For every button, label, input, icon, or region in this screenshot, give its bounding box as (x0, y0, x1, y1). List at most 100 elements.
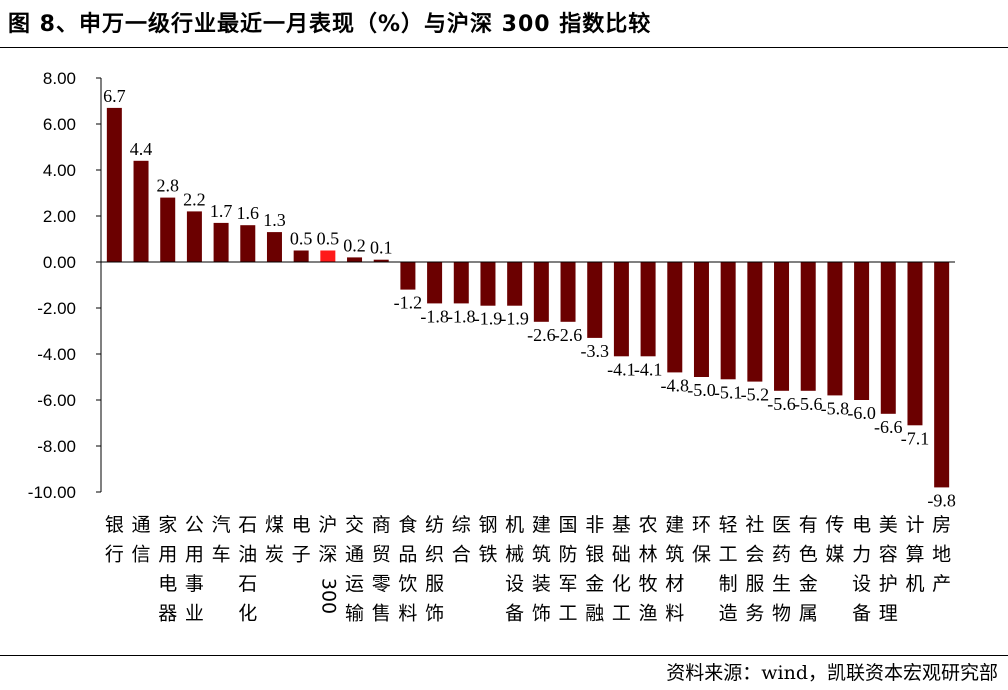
category-label-text: 煤 (265, 514, 284, 536)
category-label-text: 商 (372, 514, 391, 536)
category-label-text: 行 (105, 544, 124, 566)
bar (453, 262, 469, 304)
category-label-text: 炭 (265, 544, 284, 566)
y-tick-label: -10.00 (28, 483, 76, 502)
data-label: -5.0 (687, 380, 716, 400)
data-label: -4.1 (607, 359, 636, 379)
category-label-text: 建 (665, 514, 684, 536)
data-label: -1.9 (474, 309, 503, 329)
category-label-text: 理 (879, 603, 898, 625)
category-label-text: 会 (745, 544, 764, 566)
bar (293, 250, 309, 262)
category-label: 银行 (105, 514, 124, 566)
category-label-text: 交 (345, 514, 364, 536)
category-label-text: 食 (398, 514, 417, 536)
category-label-text: 油 (238, 544, 257, 566)
y-tick-label: -4.00 (37, 345, 76, 364)
category-label-text: 医 (772, 514, 791, 536)
category-label-text: 料 (398, 603, 417, 625)
category-label-text: 业 (185, 603, 204, 625)
data-label: 2.2 (183, 189, 206, 209)
category-label-text: 通 (132, 514, 151, 536)
category-label: 计算机 (905, 514, 924, 595)
category-label: 传媒 (825, 514, 844, 566)
data-label: -2.6 (527, 325, 556, 345)
category-label-text: 服 (425, 573, 444, 595)
category-label-text: 子 (292, 544, 311, 566)
title-rule (0, 47, 1008, 48)
category-label-text: 牧 (639, 573, 658, 595)
category-label: 环保 (692, 514, 711, 566)
category-label-text: 化 (612, 573, 631, 595)
category-label-text: 物 (772, 603, 791, 625)
category-label-text: 计 (905, 514, 924, 536)
category-label-text: 金 (585, 573, 604, 595)
category-label-text: 房 (932, 514, 951, 536)
category-label-text: 织 (425, 544, 444, 566)
category-label-text: 备 (852, 603, 871, 625)
data-label: 4.4 (130, 139, 153, 159)
bar (240, 225, 256, 262)
data-label: -1.2 (394, 293, 423, 313)
bar (427, 262, 443, 304)
data-label: -5.2 (741, 385, 770, 405)
bar (827, 262, 843, 396)
bar (266, 232, 282, 262)
category-label-text: 轻 (719, 514, 738, 536)
source-note: 资料来源：wind，凯联资本宏观研究部 (666, 662, 998, 684)
bar (854, 262, 870, 400)
category-label-text: 保 (692, 544, 711, 566)
data-label: 1.6 (237, 203, 260, 223)
category-label-text: 石 (238, 573, 257, 595)
category-label: 沪深 300 (317, 514, 339, 614)
category-label: 钢铁 (478, 514, 497, 566)
category-label-text: 用 (185, 544, 204, 566)
category-label-text: 设 (852, 573, 871, 595)
category-label-text: 环 (692, 514, 711, 536)
category-label-text: 造 (719, 603, 738, 625)
data-label: 0.5 (290, 229, 313, 249)
category-label-text: 银 (105, 514, 124, 536)
bar (507, 262, 523, 306)
category-label-text: 药 (772, 544, 791, 566)
category-label-text: 传 (825, 514, 844, 536)
y-tick-label: -8.00 (37, 437, 76, 456)
data-label: -9.8 (927, 490, 956, 510)
category-label-text: 车 (212, 544, 231, 566)
category-label-text: 综 (452, 514, 471, 536)
bar (186, 211, 202, 262)
bar (133, 160, 149, 262)
bar (693, 262, 709, 377)
data-label: -5.8 (821, 398, 850, 418)
category-label-text: 电 (158, 573, 177, 595)
bar (880, 262, 896, 414)
data-label: -5.6 (794, 394, 823, 414)
data-label: -7.1 (901, 428, 930, 448)
category-label-text: 用 (158, 544, 177, 566)
category-label: 通信 (132, 514, 151, 566)
category-label: 综合 (452, 514, 471, 566)
category-label-text: 300 (317, 578, 339, 614)
category-label-text: 饮 (398, 573, 417, 595)
category-label-text: 备 (505, 603, 524, 625)
category-label-text: 筑 (665, 544, 684, 566)
category-label-text: 运 (345, 573, 364, 595)
data-label: -5.6 (767, 394, 796, 414)
category-label-text: 饰 (532, 603, 551, 625)
data-label: -4.8 (661, 375, 690, 395)
category-label-text: 信 (132, 544, 151, 566)
y-tick-label: 6.00 (43, 115, 76, 134)
category-label-text: 零 (372, 573, 391, 595)
bar (907, 262, 923, 426)
data-label: -3.3 (580, 341, 609, 361)
figure-title: 图 8、申万一级行业最近一月表现（%）与沪深 300 指数比较 (8, 12, 652, 37)
category-label-text: 器 (158, 603, 177, 625)
